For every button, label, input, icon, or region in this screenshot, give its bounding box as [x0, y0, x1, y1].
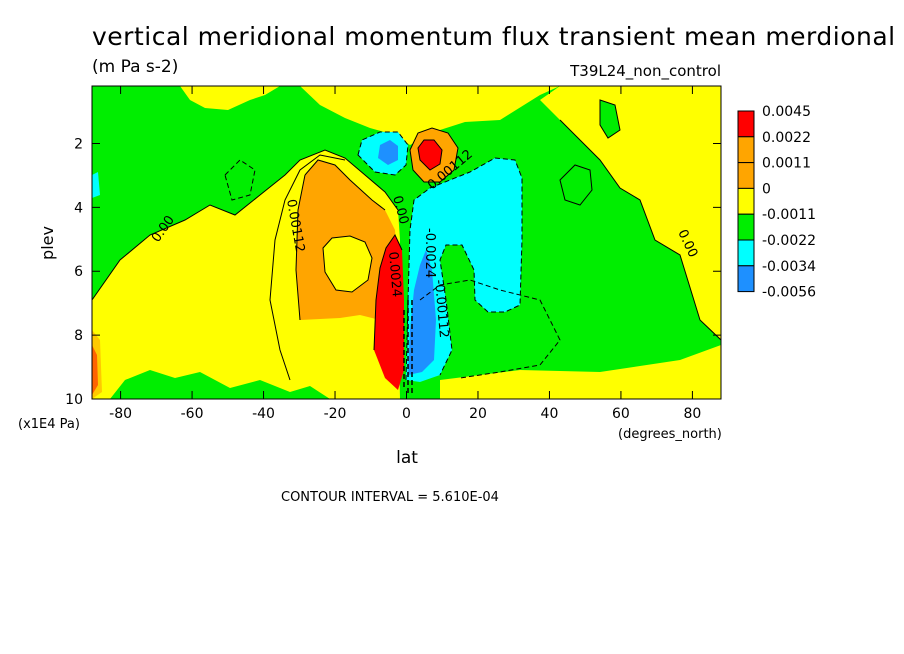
legend-swatch [737, 265, 755, 293]
legend-swatch [737, 187, 755, 215]
green-patch-bottom-left [110, 370, 330, 399]
legend-label: -0.0022 [762, 233, 816, 249]
contour-line [599, 99, 621, 139]
contour-lines [92, 99, 721, 381]
x-tick-label: -20 [324, 406, 347, 422]
chart-units: (m Pa s-2) [92, 57, 179, 77]
y-tick-label: 6 [74, 264, 83, 280]
contour-line [559, 164, 593, 206]
x-axis: -80 -60 -40 -20 0 20 40 60 80 [109, 86, 701, 422]
contour-label: 0.00 [389, 194, 411, 226]
contour-line [373, 233, 403, 351]
contour-label: -0.0024 [422, 228, 437, 278]
contour-line [295, 174, 306, 321]
blue-region-upper [378, 140, 398, 165]
x-tick-label: -60 [181, 406, 204, 422]
y-tick-label: 2 [74, 136, 83, 152]
negative-contour-lines [224, 131, 561, 395]
contour-line [224, 159, 256, 201]
legend-label: 0.0022 [762, 130, 811, 146]
run-name: T39L24_non_control [570, 62, 721, 80]
x-tick-label: 80 [683, 406, 701, 422]
orange-edge-left [92, 330, 102, 399]
contour-label: 0.0024 [385, 251, 404, 298]
contour-line [92, 149, 399, 301]
y-axis-label: plev [38, 226, 57, 260]
color-legend: 0.0045 0.0022 0.0011 0 -0.0011 -0.0022 -0.0034… [737, 104, 816, 301]
contour-fill-layer: 0.00 0.00112 0.0024 0.00 -0.0024 -0.0011… [92, 86, 721, 399]
legend-swatch [737, 162, 755, 189]
legend-swatch [737, 136, 755, 164]
green-patch-north [600, 100, 620, 138]
contour-line [559, 119, 721, 341]
yellow-hole-south [323, 236, 372, 292]
yellow-region-bottom-right [440, 345, 721, 399]
legend-swatch [737, 213, 755, 241]
legend-label: 0.0011 [762, 156, 811, 172]
y-tick-label: 8 [74, 328, 83, 344]
red-region-equator [374, 235, 404, 390]
x-tick-label: -80 [109, 406, 132, 422]
x-axis-label: lat [396, 448, 418, 468]
legend-swatch [737, 239, 755, 267]
x-axis-units: (degrees_north) [618, 427, 722, 442]
contour-line [417, 139, 443, 171]
contour-line [403, 300, 413, 395]
legend-label: -0.0011 [762, 207, 816, 223]
legend-label: -0.0034 [762, 259, 816, 275]
x-tick-label: 60 [612, 406, 630, 422]
red-region-upper [418, 140, 442, 170]
y-tick-label: 10 [65, 392, 83, 408]
legend-label: 0.0045 [762, 104, 811, 120]
contour-line [269, 154, 346, 381]
contour-line [405, 157, 523, 381]
y-axis: 2 4 6 8 10 [65, 136, 721, 408]
contour-line [409, 127, 459, 183]
y-axis-units: (x1E4 Pa) [18, 417, 80, 432]
legend-label: 0 [762, 181, 771, 197]
y-tick-label: 4 [74, 200, 83, 216]
blue-region-equator [408, 250, 436, 375]
cyan-edge-left [92, 172, 100, 198]
x-tick-label: 0 [402, 406, 411, 422]
yellow-region-top [300, 86, 560, 145]
contour-line [304, 159, 386, 211]
x-tick-label: -40 [252, 406, 275, 422]
chart-title: vertical meridional momentum flux transi… [92, 22, 896, 51]
yellow-region-topleft [180, 86, 280, 110]
contour-line [322, 235, 373, 293]
contour-line [419, 279, 561, 379]
legend-label: -0.0056 [762, 285, 816, 301]
contour-interval-note: CONTOUR INTERVAL = 5.610E-04 [281, 490, 499, 505]
contour-label: -0.00112 [431, 279, 451, 339]
yellow-region-north [540, 86, 721, 340]
x-tick-label: 40 [541, 406, 559, 422]
legend-swatch [737, 110, 755, 138]
x-tick-label: 20 [469, 406, 487, 422]
